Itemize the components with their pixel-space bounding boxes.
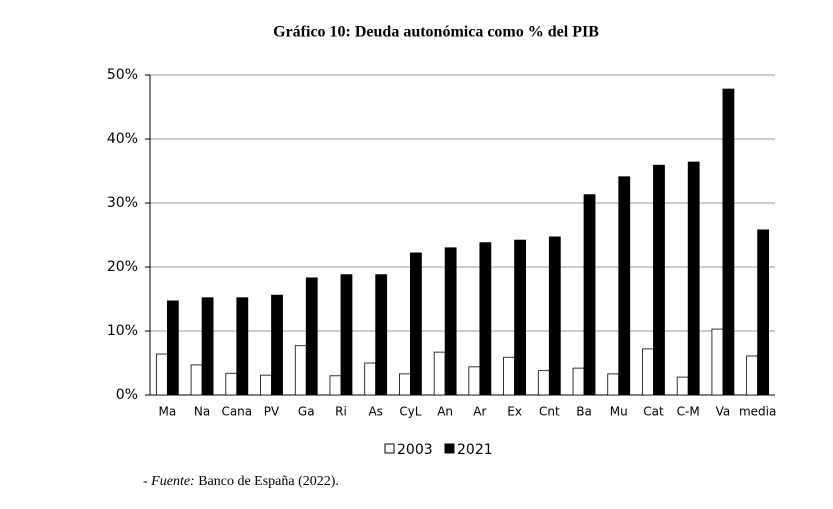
x-tick-label: Ar <box>473 405 486 419</box>
bar <box>444 247 457 396</box>
bar <box>294 345 307 396</box>
bar <box>607 373 620 396</box>
legend-swatch <box>444 443 455 454</box>
x-tick-label: PV <box>264 405 280 419</box>
bar <box>514 239 526 396</box>
y-tick-label: 10% <box>107 323 138 339</box>
bar <box>548 236 561 396</box>
bar <box>190 364 203 396</box>
y-tick-label: 20% <box>107 259 138 275</box>
x-tick-label: Ex <box>507 405 522 419</box>
bar <box>410 252 422 396</box>
y-tick-label: 50% <box>107 67 138 83</box>
bar <box>260 374 272 396</box>
legend-swatch <box>384 443 395 454</box>
bar <box>746 355 759 396</box>
bar <box>340 274 353 396</box>
x-tick-label: media <box>739 405 776 419</box>
x-tick-label: Ri <box>335 405 347 419</box>
bar <box>166 300 179 396</box>
bar <box>687 161 700 396</box>
bar <box>155 353 168 396</box>
x-tick-label: Cana <box>221 405 252 419</box>
x-tick-label: Cat <box>643 405 664 419</box>
bar <box>201 297 214 396</box>
bar <box>722 88 735 396</box>
bar <box>225 372 238 396</box>
bar <box>479 242 492 396</box>
bar <box>305 277 318 396</box>
bar <box>537 370 550 396</box>
x-tick-label: Va <box>716 405 731 419</box>
x-tick-label: Ma <box>159 405 177 419</box>
y-tick-label: 0% <box>116 387 138 403</box>
x-tick-label: Ba <box>576 405 592 419</box>
chart-title: Gráfico 10: Deuda autonómica como % del … <box>273 24 599 41</box>
bar <box>433 351 446 396</box>
bar <box>271 294 283 396</box>
bar <box>503 356 515 396</box>
bar <box>642 348 654 396</box>
x-tick-label: An <box>437 405 453 419</box>
y-tick-label: 40% <box>107 131 138 147</box>
bar <box>711 328 724 396</box>
source-prefix: - <box>143 474 148 489</box>
bar <box>618 176 631 396</box>
bar <box>653 164 665 396</box>
x-tick-label: CyL <box>399 405 421 419</box>
legend-label: 2021 <box>457 442 493 458</box>
x-tick-label: Na <box>194 405 210 419</box>
x-tick-label: Ga <box>298 405 315 419</box>
bar <box>468 366 481 396</box>
bar <box>364 362 377 396</box>
legend-label: 2003 <box>397 442 433 458</box>
bar <box>583 194 596 396</box>
bar <box>329 375 342 396</box>
bar <box>676 376 689 396</box>
source-label: Fuente: <box>150 474 195 489</box>
x-tick-label: Cnt <box>539 405 560 419</box>
bar <box>375 274 388 396</box>
y-tick-label: 30% <box>107 195 138 211</box>
bar <box>399 373 411 396</box>
x-tick-label: Mu <box>610 405 628 419</box>
source: - Fuente: Banco de España (2022). <box>143 474 339 489</box>
source-text: Banco de España (2022). <box>198 474 339 489</box>
x-tick-label: As <box>368 405 382 419</box>
x-tick-label: C-M <box>677 405 700 419</box>
bar <box>757 229 770 396</box>
bar <box>236 297 249 396</box>
bar <box>572 367 585 396</box>
